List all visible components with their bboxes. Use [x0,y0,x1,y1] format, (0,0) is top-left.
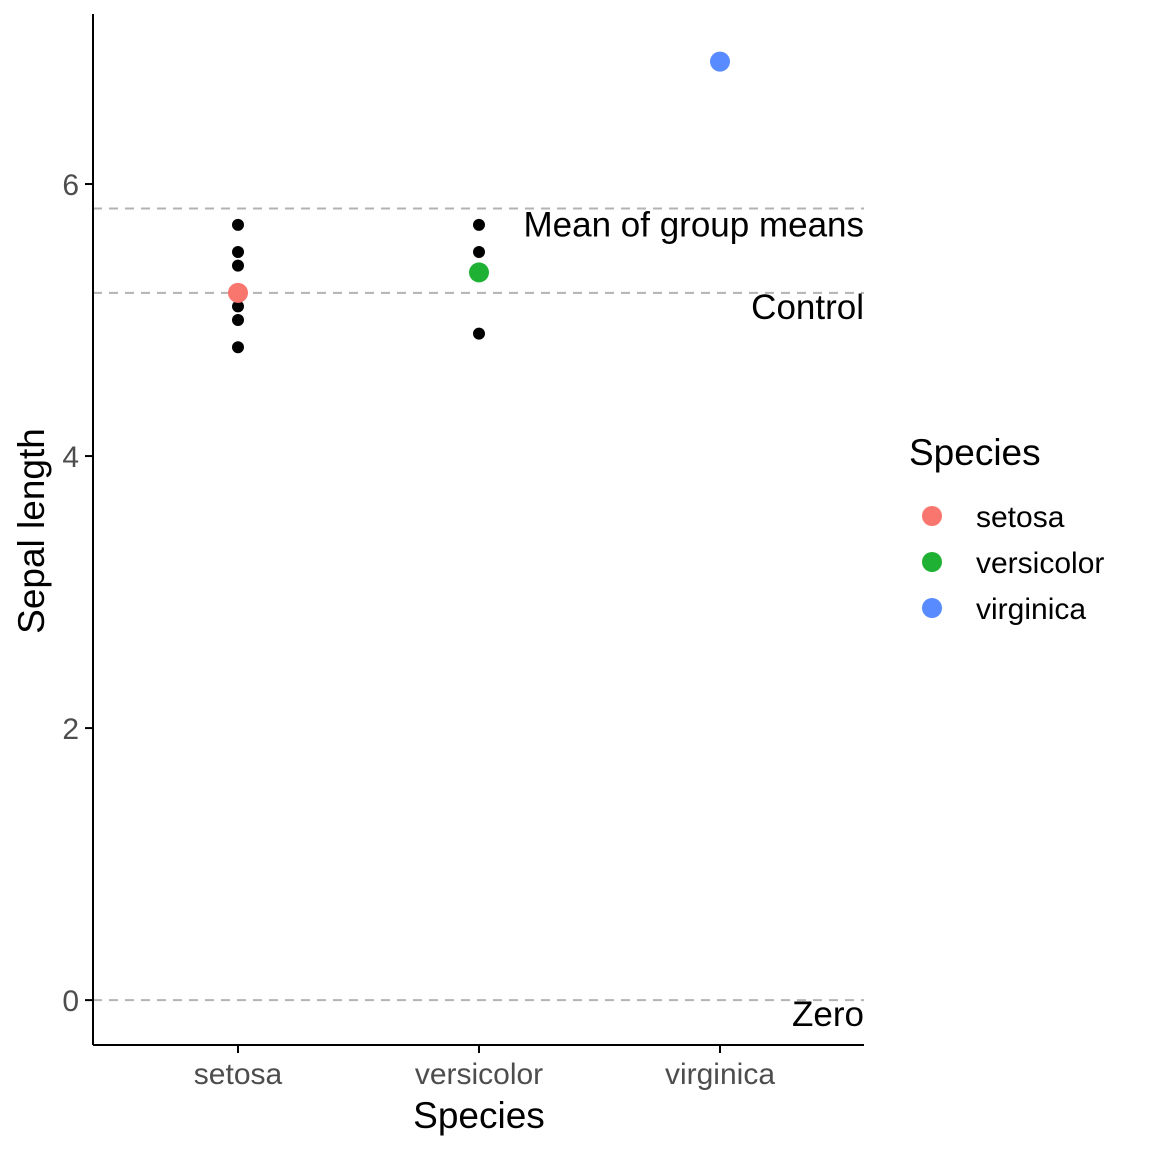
legend-title: Species [909,432,1041,473]
reference-line-label: Control [751,288,864,327]
reference-line-label: Zero [792,995,864,1034]
legend-label: setosa [976,501,1065,534]
raw-data-point [473,327,485,340]
group-mean-point [228,282,248,303]
legend-label: virginica [976,593,1086,626]
legend: Species setosa versicolor virginica [909,432,1104,626]
legend-key [922,506,942,526]
raw-data-point [232,218,244,231]
reference-labels: Mean of group means Control Zero [524,206,864,1035]
legend-key [922,598,942,618]
reference-lines [93,207,864,1002]
x-axis-title: Species [413,1095,545,1136]
y-tick-label: 0 [62,985,79,1018]
legend-key [922,552,942,572]
x-tick-label: versicolor [415,1058,543,1091]
raw-data-point [232,300,244,313]
group-mean-point [469,262,489,283]
group-mean-point [710,51,730,72]
x-tick-label: virginica [665,1058,775,1091]
legend-entries: setosa versicolor virginica [922,501,1104,626]
legend-label: versicolor [976,547,1104,580]
raw-data-point [473,246,485,259]
raw-data-point [232,259,244,272]
raw-data-point [232,341,244,354]
x-axis: setosa versicolor virginica [93,1044,864,1091]
y-axis-title: Sepal length [11,428,52,634]
raw-data-point [473,218,485,231]
y-tick-label: 4 [62,441,79,474]
y-tick-label: 2 [62,713,79,746]
reference-line-label: Mean of group means [524,206,864,245]
y-tick-label: 6 [62,169,79,202]
raw-data-point [232,314,244,327]
group-mean-points [228,51,730,303]
raw-points [232,218,485,354]
y-axis: 0 2 4 6 [62,14,94,1045]
raw-data-point [232,246,244,259]
x-tick-label: setosa [194,1058,283,1091]
